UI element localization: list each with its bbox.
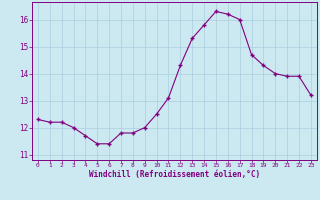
X-axis label: Windchill (Refroidissement éolien,°C): Windchill (Refroidissement éolien,°C)	[89, 170, 260, 179]
